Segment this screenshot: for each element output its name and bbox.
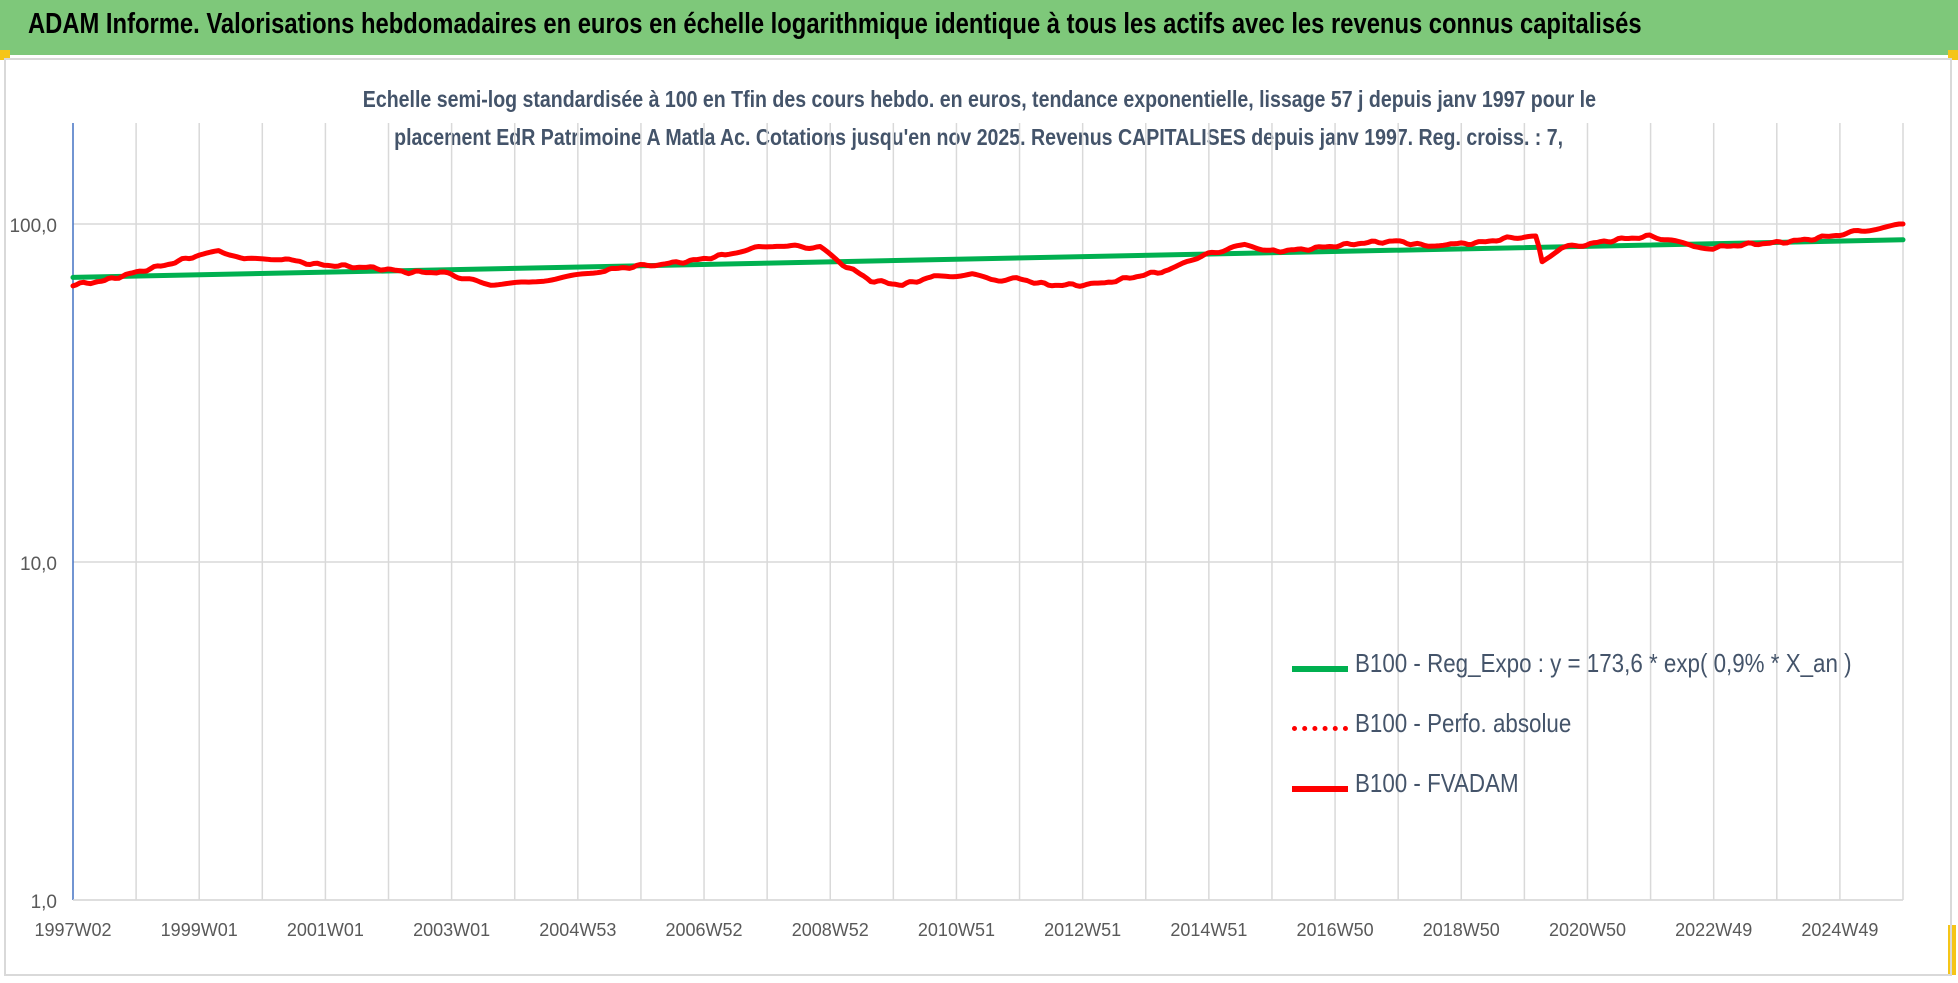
x-tick-label: 2012W51 — [1044, 920, 1121, 940]
legend-label-fvadam: B100 - FVADAM — [1355, 768, 1519, 798]
corner-mark-left — [0, 50, 10, 60]
chart-subtitle-text-2: placement EdR Patrimoine A Matla Ac. Cot… — [394, 124, 1564, 150]
x-tick-label: 2022W49 — [1675, 920, 1752, 940]
corner-mark-right — [1948, 50, 1958, 60]
chart-subtitle-line-2: placement EdR Patrimoine A Matla Ac. Cot… — [0, 124, 1958, 151]
y-tick-label: 100,0 — [9, 216, 57, 237]
y-tick-label: 10,0 — [20, 554, 57, 575]
x-tick-label: 2006W52 — [666, 920, 743, 940]
trend-series-line — [70, 237, 1906, 280]
x-tick-label: 2010W51 — [918, 920, 995, 940]
chart-frame — [4, 58, 1952, 976]
x-tick-label: 2008W52 — [792, 920, 869, 940]
x-tick-label: 2020W50 — [1549, 920, 1626, 940]
legend-swatch-trend — [1292, 666, 1348, 672]
axes — [72, 123, 1903, 901]
x-tick-label: 2014W51 — [1170, 920, 1247, 940]
x-tick-label: 2001W01 — [287, 920, 364, 940]
legend-label-trend: B100 - Reg_Expo : y = 173,6 * exp( 0,9% … — [1355, 648, 1852, 678]
tick-labels: 1,0 10,0 100,0 1997W02 1999W01 2001W01 2003W01… — [9, 216, 1878, 940]
series-lines — [70, 221, 1906, 289]
x-tick-label: 2016W50 — [1297, 920, 1374, 940]
x-tick-label: 2024W49 — [1801, 920, 1878, 940]
y-tick-label: 1,0 — [31, 892, 57, 913]
title-banner: ADAM Informe. Valorisations hebdomadaire… — [0, 0, 1958, 55]
x-tick-label: 2004W53 — [539, 920, 616, 940]
x-tick-label: 2018W50 — [1423, 920, 1500, 940]
x-tick-label: 1997W02 — [34, 920, 111, 940]
fvadam-series-line — [70, 221, 1906, 289]
report-title: ADAM Informe. Valorisations hebdomadaire… — [28, 8, 1642, 40]
legend-label-perf: B100 - Perfo. absolue — [1355, 708, 1572, 738]
x-tick-label: 2003W01 — [413, 920, 490, 940]
corner-mark-bottom-right — [1948, 925, 1956, 975]
chart-subtitle-text-1: Echelle semi-log standardisée à 100 en T… — [362, 86, 1596, 112]
x-tick-label: 1999W01 — [161, 920, 238, 940]
chart-subtitle-line-1: Echelle semi-log standardisée à 100 en T… — [0, 86, 1958, 113]
legend-swatch-perf — [1292, 726, 1348, 731]
grid-lines — [73, 123, 1904, 901]
legend-swatch-fvadam — [1292, 786, 1348, 792]
